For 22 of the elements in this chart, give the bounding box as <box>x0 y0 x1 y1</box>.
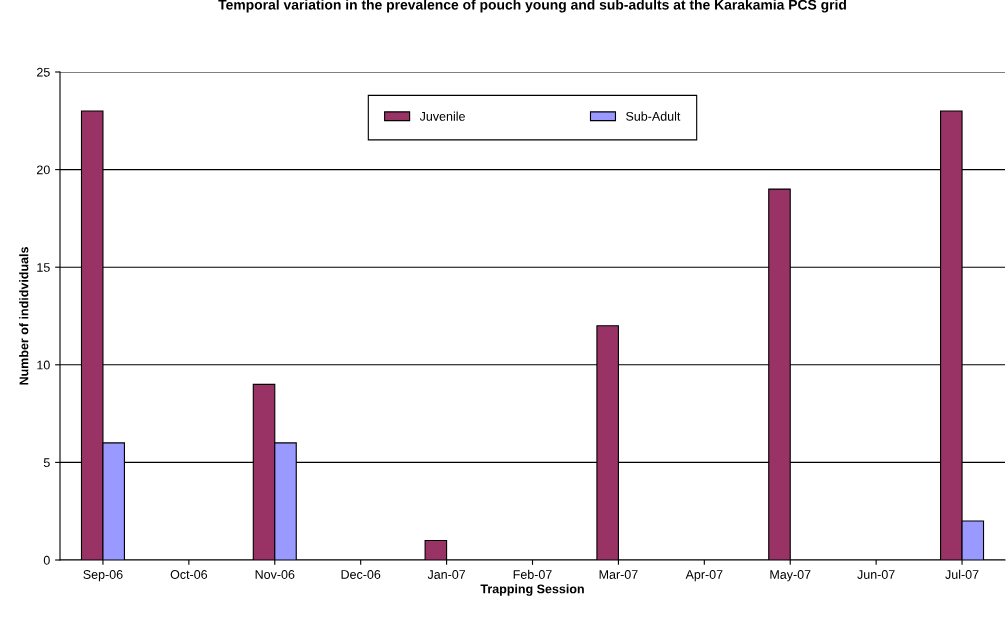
x-tick-label: Apr-07 <box>685 570 723 582</box>
y-tick-label: 5 <box>43 458 50 468</box>
y-tick-label: 20 <box>37 165 50 175</box>
x-tick-label: May-07 <box>770 570 811 582</box>
x-axis-title: Trapping Session <box>480 584 584 596</box>
y-tick-label: 25 <box>37 67 50 77</box>
y-tick-label: 10 <box>37 360 50 370</box>
x-tick-label: Feb-07 <box>513 569 552 579</box>
chart-title: Temporal variation in the prevalence of pouch young and sub-adults at the Karakamia PCS grid <box>218 0 846 13</box>
y-axis-title: Number of indidviduals <box>19 247 29 385</box>
x-tick-label: Dec-06 <box>341 570 381 579</box>
x-tick-label: Oct-06 <box>170 570 208 579</box>
y-tick-label: 15 <box>37 263 50 272</box>
x-tick-label: Mar-07 <box>599 570 638 579</box>
legend-label: Juvenile <box>419 111 465 121</box>
x-tick-label: Jun-07 <box>857 570 895 579</box>
legend-label: Sub-Adult <box>626 111 681 121</box>
x-tick-label: Sep-06 <box>83 570 123 582</box>
y-tick-label: 0 <box>43 555 50 565</box>
x-tick-label: Jan-07 <box>427 570 466 579</box>
x-tick-label: Nov-06 <box>255 570 295 579</box>
x-tick-label: Jul-07 <box>945 569 979 579</box>
